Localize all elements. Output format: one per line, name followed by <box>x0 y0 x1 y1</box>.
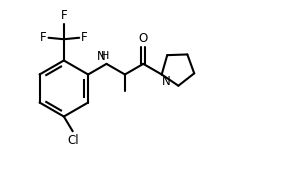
Text: F: F <box>61 9 67 22</box>
Text: F: F <box>81 31 88 44</box>
Text: Cl: Cl <box>67 134 79 147</box>
Text: N: N <box>97 50 106 63</box>
Text: N: N <box>162 75 171 88</box>
Text: H: H <box>101 51 109 61</box>
Text: O: O <box>139 32 148 45</box>
Text: F: F <box>40 31 46 44</box>
